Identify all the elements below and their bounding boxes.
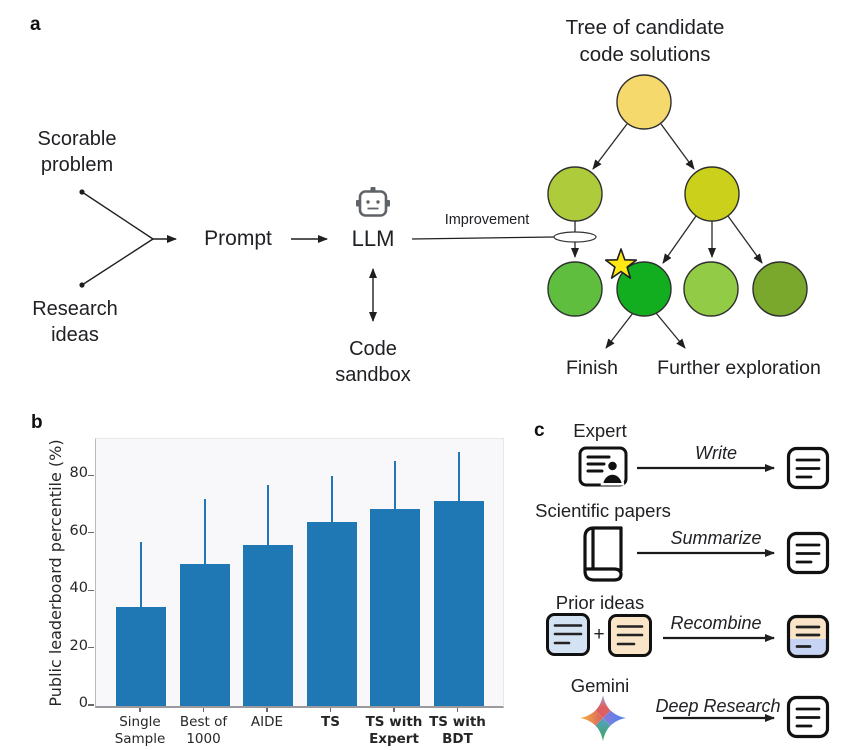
- panel-c-arrows: [637, 464, 775, 722]
- error-whisker: [140, 542, 142, 607]
- panel-b-label: b: [31, 412, 43, 433]
- tree-leaf-best: [616, 261, 672, 317]
- y-tick-mark: [88, 704, 94, 706]
- improvement-lens: [553, 231, 597, 243]
- error-whisker: [394, 460, 396, 510]
- gemini-star-icon: [580, 695, 626, 741]
- error-whisker: [203, 499, 206, 564]
- tree-leaf-4: [752, 261, 808, 317]
- y-tick-mark: [88, 589, 94, 591]
- error-whisker: [330, 476, 333, 523]
- tree-node-child-left: [547, 166, 603, 222]
- y-tick-label: 80: [69, 465, 88, 482]
- bar: [179, 563, 230, 706]
- robot-icon: [356, 187, 390, 217]
- bar: [243, 545, 293, 706]
- research-paper-icon: [786, 695, 830, 739]
- x-tick-label: TS with Expert: [365, 714, 423, 747]
- book-icon: [583, 526, 623, 582]
- bar: [433, 500, 484, 706]
- expert-label: Expert: [573, 420, 627, 441]
- x-tick-label: Best of 1000: [179, 714, 228, 747]
- x-tick-label: AIDE: [250, 714, 284, 730]
- y-axis-title: Public leaderboard percentile (%): [46, 439, 65, 707]
- recombined-doc-icon: [786, 614, 830, 659]
- idea-doc-blue-icon: [546, 613, 590, 656]
- y-tick-label: 0: [78, 695, 88, 711]
- research-ideas-label: Research ideas: [32, 298, 118, 346]
- y-tick-mark: [88, 532, 94, 534]
- panel-c-label: c: [534, 420, 545, 441]
- x-tick-label: Single Sample: [114, 714, 166, 747]
- improvement-label: Improvement: [444, 212, 530, 228]
- summarize-action-label: Summarize: [670, 528, 762, 548]
- input-merge-lines: [79, 189, 177, 288]
- bar: [306, 522, 357, 706]
- bar-chart-plot-area: [95, 438, 504, 708]
- error-whisker: [457, 451, 460, 501]
- y-tick-label: 40: [69, 580, 88, 597]
- bar: [116, 606, 166, 706]
- further-exploration-label: Further exploration: [657, 357, 821, 379]
- scorable-problem-label: Scorable problem: [37, 128, 117, 176]
- finish-label: Finish: [565, 357, 619, 379]
- scientific-papers-label: Scientific papers: [535, 500, 671, 521]
- x-tick-mark: [393, 707, 395, 712]
- x-tick-mark: [266, 707, 268, 712]
- x-tick-mark: [456, 707, 459, 712]
- edge-further: [655, 312, 686, 349]
- gemini-label: Gemini: [570, 675, 630, 696]
- bar: [370, 509, 420, 706]
- tree-nodes: [547, 74, 808, 317]
- summary-paper-icon: [786, 531, 830, 575]
- x-tick-mark: [329, 707, 332, 712]
- idea-doc-orange-icon: [608, 614, 652, 657]
- x-tick-label: TS: [321, 714, 340, 730]
- edge-finish: [605, 312, 634, 349]
- deep-research-action-label: Deep Research: [655, 696, 781, 716]
- plus-sign: +: [593, 624, 605, 645]
- llm-label: LLM: [351, 226, 395, 251]
- improvement-line: [411, 236, 555, 240]
- tree-edges: [571, 123, 763, 349]
- y-tick-mark: [88, 646, 94, 649]
- code-sandbox-label: Code sandbox: [335, 338, 411, 386]
- best-solution-star-icon: [604, 248, 638, 279]
- x-tick-mark: [202, 707, 205, 712]
- y-tick-label: 20: [69, 637, 88, 654]
- recombine-action-label: Recombine: [670, 613, 762, 633]
- x-tick-mark: [139, 707, 141, 712]
- written-paper-icon: [786, 446, 830, 490]
- x-tick-label: TS with BDT: [429, 714, 486, 747]
- tree-title: Tree of candidate code solutions: [565, 16, 725, 66]
- error-whisker: [267, 484, 269, 546]
- tree-node-child-right: [684, 166, 740, 222]
- expert-card-icon: [578, 446, 628, 487]
- y-tick-label: 60: [69, 522, 88, 539]
- prior-ideas-label: Prior ideas: [555, 592, 645, 613]
- tree-leaf-1: [547, 261, 603, 317]
- tree-node-root: [616, 74, 672, 130]
- write-action-label: Write: [695, 443, 737, 463]
- panel-a-label: a: [30, 14, 41, 35]
- prompt-label: Prompt: [204, 227, 272, 250]
- tree-leaf-3: [683, 261, 739, 317]
- y-tick-mark: [88, 474, 94, 476]
